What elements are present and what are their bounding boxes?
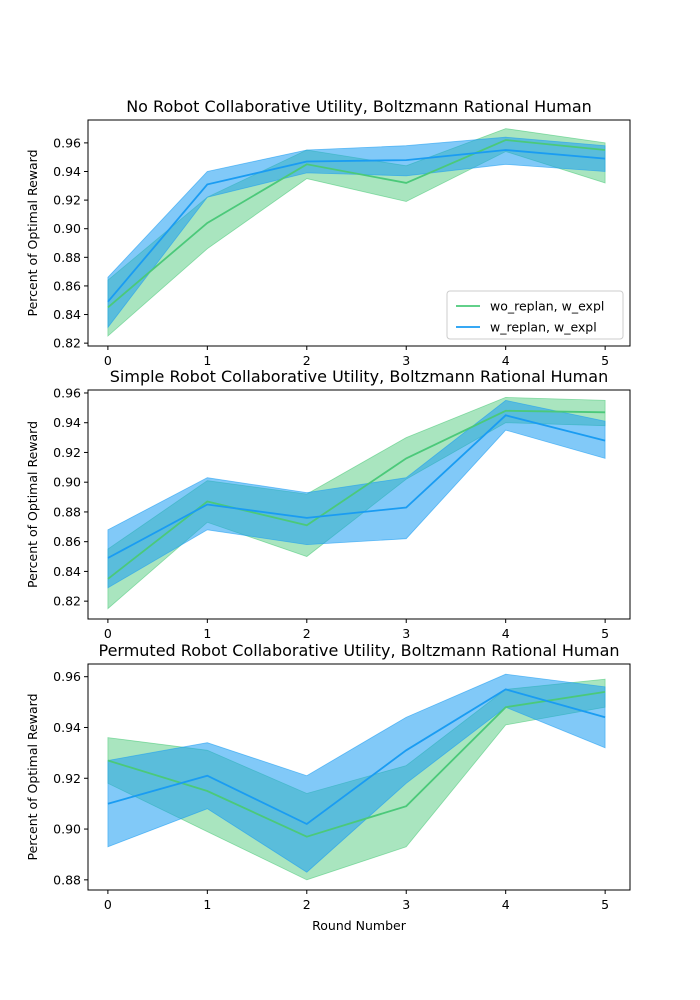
x-tick-label: 2	[303, 353, 311, 368]
y-tick-label: 0.88	[53, 872, 81, 887]
axes-frame	[87, 389, 631, 620]
chart-panel-3: 0.88 0.90 0.92 0.94 0.96 0 1 2 3 4 5 Permuted Robot…	[25, 641, 631, 933]
x-tick-label: 1	[203, 626, 211, 641]
x-tick-label: 0	[104, 353, 112, 368]
y-tick-label: 0.88	[53, 250, 81, 265]
series-line-green	[107, 691, 606, 838]
y-tick-label: 0.90	[53, 822, 81, 837]
x-tick-label: 2	[303, 626, 311, 641]
y-axis-label: Percent of Optimal Reward	[25, 693, 40, 860]
series-line-blue	[107, 149, 606, 303]
axes-frame	[87, 119, 631, 347]
y-tick-label: 0.96	[53, 135, 81, 150]
confidence-band-blue	[107, 136, 606, 329]
x-tick-label: 5	[601, 897, 609, 912]
y-tick-label: 0.88	[53, 504, 81, 519]
axes-frame	[87, 663, 631, 891]
x-tick-label: 0	[104, 626, 112, 641]
x-tick-label: 2	[303, 897, 311, 912]
y-tick-label: 0.82	[53, 594, 81, 609]
chart-title: No Robot Collaborative Utility, Boltzman…	[126, 97, 592, 116]
y-tick-label: 0.90	[53, 475, 81, 490]
chart-title: Simple Robot Collaborative Utility, Bolt…	[110, 367, 608, 386]
y-axis-label: Percent of Optimal Reward	[25, 421, 40, 588]
x-tick-label: 5	[601, 626, 609, 641]
y-tick-label: 0.82	[53, 336, 81, 351]
x-tick-label: 4	[502, 897, 510, 912]
y-tick-label: 0.90	[53, 221, 81, 236]
legend: wo_replan, w_expl w_replan, w_expl	[446, 290, 624, 340]
y-tick-label: 0.84	[53, 307, 81, 322]
legend-label: wo_replan, w_expl	[490, 299, 604, 314]
series-line-blue	[107, 688, 606, 826]
x-tick-label: 1	[203, 353, 211, 368]
y-tick-label: 0.86	[53, 278, 81, 293]
x-axis-label: Round Number	[312, 918, 407, 933]
chart-panel-1: 0.82 0.84 0.86 0.88 0.90 0.92 0.94 0.96 0 1 2 3 4 5 No…	[25, 97, 631, 368]
chart-title: Permuted Robot Collaborative Utility, Bo…	[98, 641, 619, 660]
y-tick-label: 0.94	[53, 164, 81, 179]
series-line-green	[107, 139, 606, 309]
x-tick-label: 4	[502, 626, 510, 641]
x-tick-label: 3	[402, 626, 410, 641]
y-tick-label: 0.96	[53, 669, 81, 684]
chart-panel-2: 0.82 0.84 0.86 0.88 0.90 0.92 0.94 0.96 0 1 2 3 4 5 Si…	[25, 367, 631, 641]
y-tick-label: 0.96	[53, 385, 81, 400]
confidence-band-blue	[107, 399, 606, 589]
x-tick-label: 0	[104, 897, 112, 912]
y-tick-label: 0.92	[53, 445, 81, 460]
y-tick-label: 0.94	[53, 415, 81, 430]
x-tick-label: 3	[402, 353, 410, 368]
y-tick-label: 0.92	[53, 771, 81, 786]
x-tick-label: 5	[601, 353, 609, 368]
x-tick-label: 3	[402, 897, 410, 912]
x-tick-label: 4	[502, 353, 510, 368]
y-tick-label: 0.84	[53, 564, 81, 579]
legend-box	[446, 290, 624, 340]
confidence-band-blue	[107, 673, 606, 873]
series-line-blue	[107, 414, 606, 559]
y-tick-label: 0.86	[53, 534, 81, 549]
x-tick-label: 1	[203, 897, 211, 912]
y-tick-label: 0.92	[53, 193, 81, 208]
legend-label: w_replan, w_expl	[490, 320, 597, 335]
y-tick-label: 0.94	[53, 720, 81, 735]
y-axis-label: Percent of Optimal Reward	[25, 149, 40, 316]
